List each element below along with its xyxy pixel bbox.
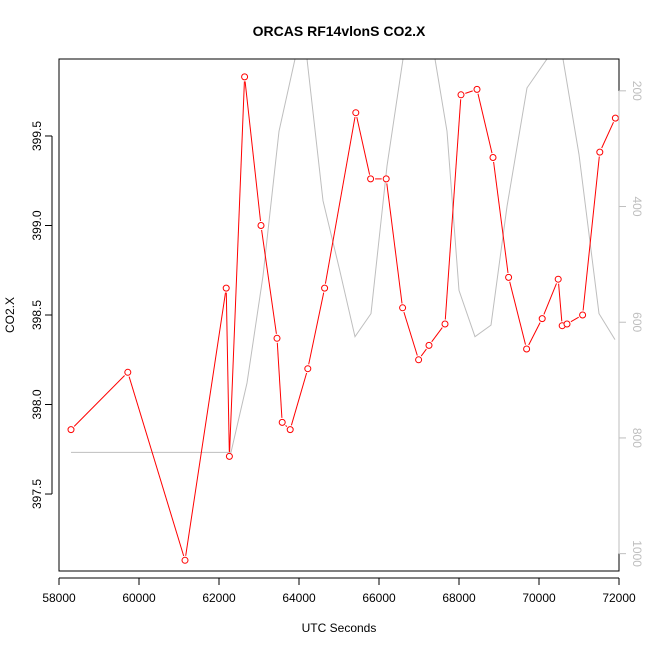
primary-series-segment — [225, 292, 230, 452]
primary-series-segment — [493, 161, 509, 273]
primary-series-segment — [403, 311, 418, 356]
primary-series-segment — [570, 316, 579, 323]
y-axis-label: CO2.X — [3, 297, 17, 333]
data-point — [124, 368, 132, 376]
primary-series-segment — [356, 116, 371, 175]
y-tick-label: 399.5 — [30, 121, 44, 151]
x-tick-label: 62000 — [202, 591, 236, 605]
y2-tick-label: 1000 — [630, 540, 644, 567]
primary-series-segment — [185, 292, 226, 556]
primary-series-segment — [285, 425, 288, 427]
x-tick-label: 60000 — [122, 591, 156, 605]
data-point — [241, 73, 249, 81]
x-tick-label: 72000 — [602, 591, 636, 605]
data-point — [489, 154, 497, 161]
primary-series-segment — [261, 229, 277, 334]
primary-series-segment — [324, 117, 356, 284]
data-point — [596, 148, 604, 156]
data-point — [523, 345, 531, 353]
data-point — [304, 365, 312, 373]
data-point — [415, 356, 423, 364]
primary-series-segment — [386, 183, 403, 304]
data-point — [563, 320, 571, 328]
primary-series-segment — [601, 121, 614, 149]
x-tick-label: 68000 — [442, 591, 476, 605]
primary-series-segment — [509, 281, 526, 345]
primary-series-segment — [582, 156, 600, 311]
primary-series-segment — [465, 90, 473, 94]
data-point — [257, 222, 265, 229]
y2-tick-label: 800 — [630, 428, 644, 448]
primary-series-segment — [128, 376, 185, 557]
y2-tick-label: 200 — [630, 81, 644, 101]
data-point — [67, 426, 75, 434]
data-point — [367, 175, 375, 183]
x-axis-label: UTC Seconds — [302, 621, 377, 635]
data-point — [473, 85, 481, 93]
data-point — [222, 284, 230, 292]
primary-series-segment — [528, 322, 541, 346]
data-point — [399, 304, 407, 312]
data-point — [352, 109, 360, 117]
data-point — [181, 556, 189, 564]
y2-tick-label: 600 — [630, 312, 644, 332]
data-point — [505, 273, 513, 281]
chart-title: ORCAS RF14vlonS CO2.X — [253, 23, 426, 39]
data-point — [273, 334, 281, 342]
primary-series-segment — [431, 327, 443, 343]
data-point — [554, 275, 562, 283]
data-point — [382, 175, 390, 183]
primary-series-segment — [543, 283, 557, 315]
primary-series — [67, 73, 619, 564]
x-tick-label: 58000 — [42, 591, 76, 605]
y2-tick-label: 400 — [630, 196, 644, 216]
x-tick-label: 64000 — [282, 591, 316, 605]
secondary-series-line — [71, 58, 616, 453]
data-point — [321, 284, 329, 292]
data-point — [225, 452, 233, 460]
x-axis: 58000 60000 62000 64000 66000 68000 70000 72000 — [42, 577, 636, 605]
data-point — [457, 91, 465, 99]
data-point — [579, 311, 587, 319]
primary-series-segment — [244, 81, 261, 222]
secondary-series — [71, 58, 616, 453]
primary-series-segment — [420, 348, 427, 357]
x-tick-label: 66000 — [362, 591, 396, 605]
data-point — [441, 320, 449, 328]
data-point — [278, 418, 286, 426]
y-tick-label: 398.0 — [30, 389, 44, 419]
y-tick-label: 397.5 — [30, 479, 44, 509]
y2-axis: 200 400 600 800 1000 — [618, 81, 644, 567]
primary-series-segment — [444, 99, 462, 320]
primary-series-segment — [290, 372, 308, 426]
primary-series-segment — [73, 375, 125, 427]
data-point — [425, 341, 433, 349]
primary-series-segment — [477, 93, 493, 154]
x-tick-label: 70000 — [522, 591, 556, 605]
y-tick-label: 399.0 — [30, 210, 44, 240]
y-axis: 397.5 398.0 398.5 399.0 399.5 — [30, 121, 53, 509]
data-point — [286, 426, 294, 434]
data-point — [538, 315, 546, 323]
primary-series-segment — [308, 292, 325, 365]
y-tick-label: 398.5 — [30, 300, 44, 330]
primary-series-segment — [558, 283, 563, 322]
data-point — [611, 114, 619, 122]
primary-series-segment — [276, 342, 283, 418]
plot-frame — [58, 58, 620, 572]
primary-series-segment — [229, 81, 245, 452]
